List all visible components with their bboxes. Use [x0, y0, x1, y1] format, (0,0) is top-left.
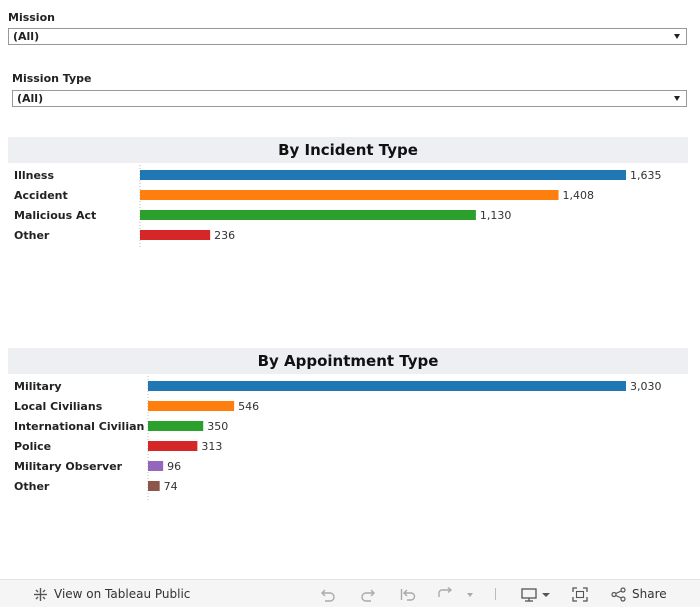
dropdown-icon	[467, 593, 473, 597]
value-label: 96	[167, 460, 181, 473]
refresh-button[interactable]	[437, 587, 455, 602]
view-on-tableau-public-label: View on Tableau Public	[54, 587, 191, 601]
chevron-down-icon	[674, 96, 680, 101]
download-icon	[521, 588, 550, 602]
value-label: 236	[214, 229, 235, 242]
mission-select[interactable]: (All)	[8, 28, 687, 45]
mission-filter-label: Mission	[8, 11, 55, 24]
refresh-icon	[438, 587, 453, 597]
share-icon	[611, 587, 626, 602]
chevron-down-icon	[674, 34, 680, 39]
bar[interactable]	[140, 170, 626, 180]
tableau-logo-icon	[34, 588, 47, 601]
bar[interactable]	[148, 381, 626, 391]
redo-icon	[361, 589, 375, 602]
share-label: Share	[632, 587, 667, 601]
fullscreen-button[interactable]	[572, 587, 588, 602]
value-label: 1,408	[563, 189, 595, 202]
view-on-tableau-public-link[interactable]: View on Tableau Public	[33, 587, 190, 602]
mission-type-select-value: (All)	[17, 92, 44, 105]
fullscreen-icon	[572, 587, 588, 602]
value-label: 546	[238, 400, 259, 413]
undo-button[interactable]	[320, 587, 336, 602]
category-label: Local Civilians	[14, 400, 103, 413]
redo-button[interactable]	[360, 587, 376, 602]
bar[interactable]	[148, 441, 198, 451]
bar[interactable]	[148, 401, 235, 411]
value-label: 74	[164, 480, 178, 493]
value-label: 3,030	[630, 380, 662, 393]
bar[interactable]	[140, 230, 211, 240]
bar[interactable]	[148, 481, 160, 491]
bar[interactable]	[148, 421, 204, 431]
download-button[interactable]	[521, 587, 551, 602]
share-button[interactable]: Share	[611, 587, 667, 602]
category-label: Police	[14, 440, 51, 453]
bar[interactable]	[140, 190, 559, 200]
incident-type-chart-title: By Incident Type	[8, 137, 688, 163]
category-label: Other	[14, 229, 50, 242]
revert-icon	[400, 589, 416, 601]
mission-type-filter-label: Mission Type	[12, 72, 92, 85]
incident-type-chart: Illness 1,635 Accident 1,408 Malicious Act 1,…	[0, 163, 700, 253]
appointment-type-chart-title: By Appointment Type	[8, 348, 688, 374]
revert-button[interactable]	[400, 587, 416, 602]
category-label: Accident	[14, 189, 68, 202]
toolbar-divider	[495, 588, 496, 600]
category-label: Malicious Act	[14, 209, 96, 222]
appointment-type-chart: Military 3,030 Local Civilians 546 Internati…	[0, 374, 700, 504]
category-label: International Civilian	[14, 420, 144, 433]
bar[interactable]	[148, 461, 164, 471]
value-label: 1,130	[480, 209, 512, 222]
category-label: Military	[14, 380, 62, 393]
category-label: Other	[14, 480, 50, 493]
category-label: Military Observer	[14, 460, 123, 473]
value-label: 313	[201, 440, 222, 453]
bar[interactable]	[140, 210, 476, 220]
mission-type-select[interactable]: (All)	[12, 90, 687, 107]
value-label: 350	[207, 420, 228, 433]
mission-select-value: (All)	[13, 30, 40, 43]
bottom-toolbar: View on Tableau Public	[0, 579, 700, 607]
value-label: 1,635	[630, 169, 662, 182]
undo-icon	[321, 589, 335, 602]
refresh-dropdown-button[interactable]	[466, 587, 474, 602]
category-label: Illness	[14, 169, 54, 182]
